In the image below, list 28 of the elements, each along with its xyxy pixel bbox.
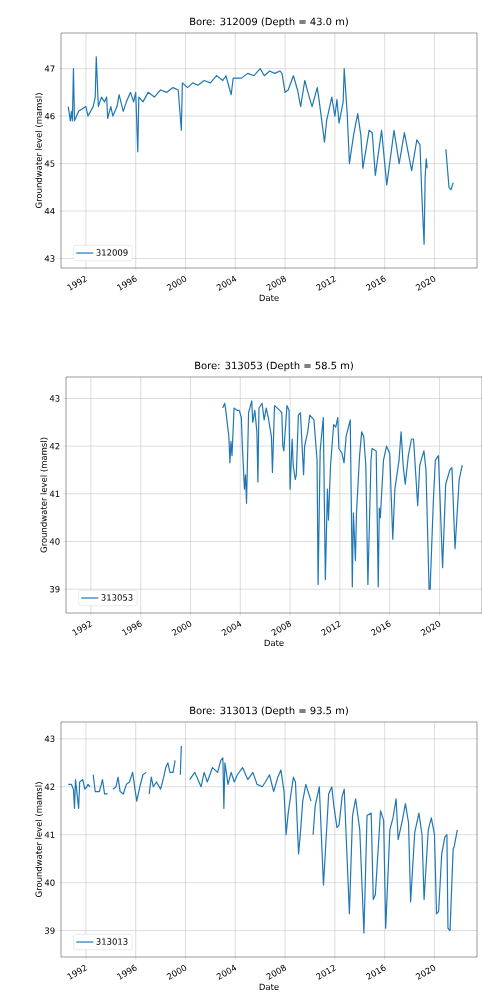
y-tick-label: 40 bbox=[49, 538, 60, 545]
y-tick-label: 44 bbox=[44, 207, 55, 215]
line-series bbox=[222, 400, 463, 590]
y-tick-label: 39 bbox=[45, 927, 55, 934]
y-tick-label: 46 bbox=[44, 112, 55, 120]
chart-title: Bore: 313053 (Depth = 58.5 m) bbox=[195, 361, 353, 372]
y-tick-label: 41 bbox=[44, 831, 55, 838]
y-tick-label: 43 bbox=[44, 255, 55, 262]
legend-label: 313053 bbox=[101, 594, 133, 601]
x-axis-title: Date bbox=[259, 294, 279, 302]
y-tick-label: 43 bbox=[49, 395, 60, 402]
x-axis-title: Date bbox=[259, 983, 279, 991]
y-tick-label: 45 bbox=[44, 160, 55, 167]
chart-title: Bore: 313013 (Depth = 93.5 m) bbox=[190, 706, 348, 717]
y-axis-title: Groundwater level (mamsl) bbox=[35, 93, 43, 208]
legend-label: 312009 bbox=[96, 249, 128, 256]
y-tick-label: 39 bbox=[50, 585, 60, 593]
y-tick-label: 47 bbox=[44, 65, 55, 72]
y-tick-label: 41 bbox=[49, 490, 60, 497]
y-axis-title: Groundwater level (mamsl) bbox=[40, 437, 48, 553]
y-tick-label: 42 bbox=[49, 443, 60, 450]
chart-title: Bore: 312009 (Depth = 43.0 m) bbox=[190, 17, 348, 28]
legend-label: 313013 bbox=[96, 938, 128, 945]
y-tick-label: 43 bbox=[44, 735, 55, 742]
x-axis-title: Date bbox=[264, 639, 284, 647]
y-tick-label: 42 bbox=[44, 783, 55, 790]
y-tick-label: 40 bbox=[44, 879, 55, 886]
y-axis-title: Groundwater level (mamsl) bbox=[35, 782, 43, 897]
